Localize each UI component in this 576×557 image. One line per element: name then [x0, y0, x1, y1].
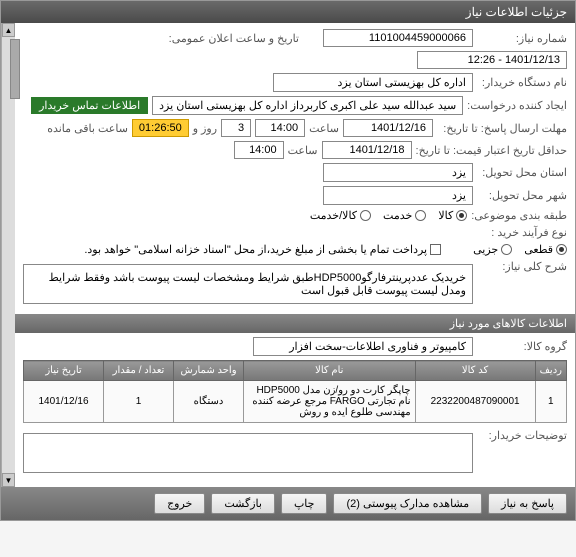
- scroll-thumb[interactable]: [10, 39, 20, 99]
- province-label: استان محل تحویل:: [477, 166, 567, 179]
- contact-buyer-button[interactable]: اطلاعات تماس خریدار: [31, 97, 148, 114]
- radio-goods-service-icon: [360, 210, 371, 221]
- countdown-box: 01:26:50: [132, 119, 189, 137]
- row-buyer-org: نام دستگاه خریدار: اداره کل بهزیستی استا…: [23, 73, 567, 92]
- radio-partial-icon: [501, 244, 512, 255]
- scroll-down-arrow[interactable]: ▼: [2, 473, 15, 487]
- radio-goods-service-label: کالا/خدمت: [310, 209, 357, 222]
- back-button[interactable]: بازگشت: [211, 493, 275, 514]
- row-requester: ایجاد کننده درخواست: سید عبدالله سید علی…: [23, 96, 567, 115]
- day-and-label: روز و: [193, 122, 217, 135]
- radio-service-label: خدمت: [383, 209, 412, 222]
- row-buyer-notes: توضیحات خریدار:: [23, 429, 567, 477]
- th-qty: تعداد / مقدار: [104, 361, 174, 381]
- group-field: کامپیوتر و فناوری اطلاعات-سخت افزار: [253, 337, 473, 356]
- row-need-desc: شرح کلی نیاز: خریدیک عددپرینترفارگوHDP50…: [23, 260, 567, 308]
- row-process: نوع فرآیند خرید : قطعی جزیی پرداخت تمام …: [23, 226, 567, 256]
- need-no-field: 1101004459000066: [323, 29, 473, 47]
- cell-code: 2232200487090001: [415, 381, 535, 423]
- group-label: گروه کالا:: [477, 340, 567, 353]
- announce-label: تاریخ و ساعت اعلان عمومی:: [169, 32, 299, 45]
- radio-partial[interactable]: جزیی: [473, 243, 512, 256]
- check-payment-icon: [430, 244, 441, 255]
- th-name: نام کالا: [244, 361, 416, 381]
- cell-unit: دستگاه: [174, 381, 244, 423]
- cell-name: چاپگر کارت دو رو/زن مدل HDP5000 نام تجار…: [244, 381, 416, 423]
- process-radio-group: قطعی جزیی پرداخت تمام یا بخشی از مبلغ خر…: [84, 243, 567, 256]
- radio-service-icon: [415, 210, 426, 221]
- time-label-1: ساعت: [309, 122, 339, 135]
- section-items-header: اطلاعات کالاهای مورد نیاز: [15, 314, 575, 333]
- details-window: جزئیات اطلاعات نیاز شماره نیاز: 11010044…: [0, 0, 576, 521]
- radio-definite-label: قطعی: [524, 243, 553, 256]
- buyer-org-label: نام دستگاه خریدار:: [477, 76, 567, 89]
- reply-deadline-label: مهلت ارسال پاسخ: تا تاریخ:: [437, 122, 567, 135]
- items-table: ردیف کد کالا نام کالا واحد شمارش تعداد /…: [23, 360, 567, 423]
- radio-goods-service[interactable]: کالا/خدمت: [310, 209, 371, 222]
- exit-button[interactable]: خروج: [154, 493, 205, 514]
- radio-service[interactable]: خدمت: [383, 209, 426, 222]
- need-desc-box: خریدیک عددپرینترفارگوHDP5000طبق شرایط وم…: [23, 264, 473, 304]
- requester-label: ایجاد کننده درخواست:: [467, 99, 567, 112]
- table-header-row: ردیف کد کالا نام کالا واحد شمارش تعداد /…: [24, 361, 567, 381]
- buyer-org-field: اداره کل بهزیستی استان یزد: [273, 73, 473, 92]
- reply-time-field: 14:00: [255, 119, 305, 137]
- print-button[interactable]: چاپ: [281, 493, 328, 514]
- payment-note-label: پرداخت تمام یا بخشی از مبلغ خرید،از محل …: [84, 243, 427, 256]
- cell-qty: 1: [104, 381, 174, 423]
- need-no-label: شماره نیاز:: [477, 32, 567, 45]
- row-province: استان محل تحویل: یزد: [23, 163, 567, 182]
- cell-date: 1401/12/16: [24, 381, 104, 423]
- days-remain-field: 3: [221, 119, 251, 137]
- validity-label: حداقل تاریخ اعتبار قیمت: تا تاریخ:: [416, 144, 567, 157]
- window-titlebar: جزئیات اطلاعات نیاز: [1, 1, 575, 23]
- radio-partial-label: جزیی: [473, 243, 498, 256]
- cell-idx: 1: [535, 381, 566, 423]
- row-need-no: شماره نیاز: 1101004459000066 تاریخ و ساع…: [23, 29, 567, 69]
- th-idx: ردیف: [535, 361, 566, 381]
- validity-date-field: 1401/12/18: [322, 141, 412, 159]
- buyer-notes-box: [23, 433, 473, 473]
- province-field: یزد: [323, 163, 473, 182]
- th-code: کد کالا: [415, 361, 535, 381]
- th-unit: واحد شمارش: [174, 361, 244, 381]
- main-content: شماره نیاز: 1101004459000066 تاریخ و ساع…: [15, 23, 575, 487]
- radio-definite-icon: [556, 244, 567, 255]
- main-wrap: شماره نیاز: 1101004459000066 تاریخ و ساع…: [1, 23, 575, 487]
- table-row[interactable]: 1 2232200487090001 چاپگر کارت دو رو/زن م…: [24, 381, 567, 423]
- time-label-2: ساعت: [288, 144, 318, 157]
- scroll-up-arrow[interactable]: ▲: [2, 23, 15, 37]
- vertical-scrollbar[interactable]: ▲ ▼: [1, 23, 15, 487]
- remain-label: ساعت باقی مانده: [47, 122, 128, 135]
- process-label: نوع فرآیند خرید :: [477, 226, 567, 239]
- radio-goods-label: کالا: [438, 209, 453, 222]
- category-label: طبقه بندی موضوعی:: [471, 209, 567, 222]
- reply-button[interactable]: پاسخ به نیاز: [488, 493, 567, 514]
- row-reply-deadline: مهلت ارسال پاسخ: تا تاریخ: 1401/12/16 سا…: [23, 119, 567, 137]
- row-group: گروه کالا: کامپیوتر و فناوری اطلاعات-سخت…: [23, 337, 567, 356]
- row-validity: حداقل تاریخ اعتبار قیمت: تا تاریخ: 1401/…: [23, 141, 567, 159]
- announce-field: 1401/12/13 - 12:26: [417, 51, 567, 69]
- radio-goods[interactable]: کالا: [438, 209, 467, 222]
- row-city: شهر محل تحویل: یزد: [23, 186, 567, 205]
- city-field: یزد: [323, 186, 473, 205]
- row-category: طبقه بندی موضوعی: کالا خدمت کالا/خدمت: [23, 209, 567, 222]
- reply-date-field: 1401/12/16: [343, 119, 433, 137]
- need-desc-label: شرح کلی نیاز:: [477, 260, 567, 273]
- requester-field: سید عبدالله سید علی اکبری کاربرداز اداره…: [152, 96, 463, 115]
- footer-bar: پاسخ به نیاز مشاهده مدارک پیوستی (2) چاپ…: [1, 487, 575, 520]
- category-radio-group: کالا خدمت کالا/خدمت: [310, 209, 467, 222]
- validity-time-field: 14:00: [234, 141, 284, 159]
- city-label: شهر محل تحویل:: [477, 189, 567, 202]
- check-payment-note[interactable]: پرداخت تمام یا بخشی از مبلغ خرید،از محل …: [84, 243, 441, 256]
- radio-goods-icon: [456, 210, 467, 221]
- attachments-button[interactable]: مشاهده مدارک پیوستی (2): [333, 493, 482, 514]
- th-date: تاریخ نیاز: [24, 361, 104, 381]
- window-title: جزئیات اطلاعات نیاز: [466, 5, 567, 19]
- radio-definite[interactable]: قطعی: [524, 243, 567, 256]
- buyer-notes-label: توضیحات خریدار:: [477, 429, 567, 442]
